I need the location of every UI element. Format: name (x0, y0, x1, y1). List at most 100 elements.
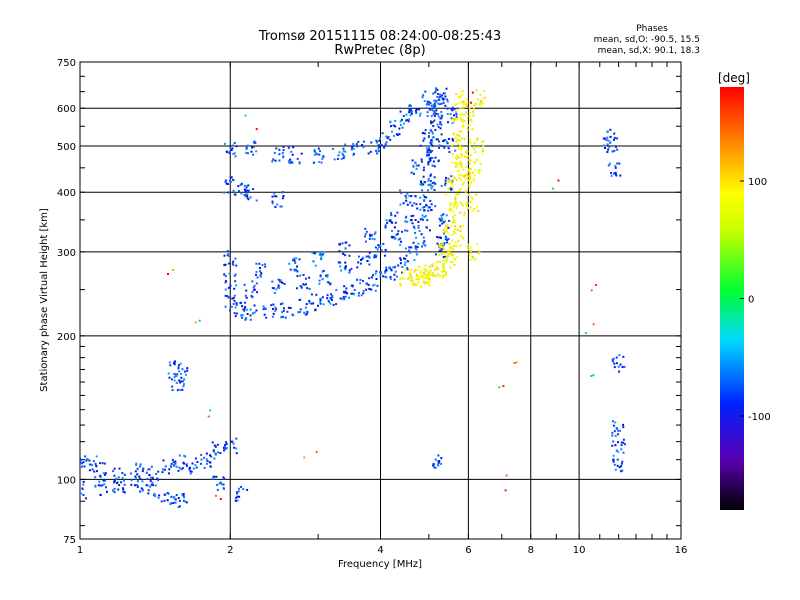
echo-point (317, 147, 320, 150)
echo-point (80, 458, 82, 461)
echo-point (139, 477, 142, 480)
echo-point (479, 94, 482, 96)
echo-point (463, 137, 466, 140)
echo-point (427, 184, 430, 187)
echo-point (305, 313, 308, 316)
echo-point (273, 192, 276, 195)
echo-point (278, 286, 281, 289)
echo-point (436, 123, 439, 126)
echo-point (199, 462, 202, 465)
echo-point (409, 114, 412, 117)
echo-point (412, 214, 415, 217)
echo-point (344, 265, 347, 268)
echo-point (385, 141, 388, 144)
echo-point (185, 501, 188, 504)
echo-point (605, 138, 608, 141)
echo-point (430, 104, 433, 107)
echo-point (394, 125, 397, 128)
echo-point (113, 474, 116, 477)
echo-point (447, 177, 450, 180)
echo-point (466, 246, 469, 249)
echo-point (445, 237, 448, 240)
echo-point (373, 232, 376, 235)
echo-point (415, 111, 418, 114)
echo-point (401, 271, 403, 274)
echo-point (117, 488, 120, 491)
echo-point (189, 470, 192, 473)
echo-point (299, 308, 302, 311)
echo-point (365, 282, 368, 285)
echo-point (399, 259, 402, 261)
echo-point (420, 233, 423, 236)
echo-point (365, 230, 368, 233)
echo-point (405, 254, 408, 257)
echo-point (427, 163, 430, 166)
echo-point (444, 184, 446, 187)
echo-point (442, 256, 445, 259)
echo-point (479, 99, 482, 102)
echo-point (473, 177, 476, 180)
echo-point (434, 253, 437, 256)
echo-point (409, 269, 412, 271)
echo-point (319, 150, 321, 152)
echo-point (450, 254, 453, 257)
echo-point (394, 120, 397, 122)
echo-point (462, 168, 465, 171)
echo-point (463, 214, 466, 217)
echo-point (374, 256, 377, 258)
echo-point (288, 161, 291, 164)
echo-point (422, 183, 425, 186)
echo-point (74, 460, 76, 462)
echo-point (436, 92, 439, 95)
echo-point (271, 202, 274, 205)
echo-point (227, 295, 230, 298)
echo-point (322, 303, 325, 306)
x-tick-label: 4 (377, 545, 383, 556)
echo-point (422, 276, 425, 279)
echo-point (398, 133, 401, 136)
echo-point (135, 463, 138, 466)
echo-point (377, 150, 380, 153)
echo-point (443, 218, 446, 221)
echo-point (273, 292, 276, 294)
echo-point (622, 441, 625, 444)
echo-point (176, 389, 179, 392)
echo-point (424, 277, 427, 280)
echo-point (113, 480, 116, 483)
echo-point (244, 318, 247, 321)
echo-point (440, 270, 443, 273)
echo-point (356, 145, 359, 148)
echo-point (380, 249, 383, 252)
echo-point (310, 293, 313, 296)
echo-point (613, 424, 615, 427)
echo-point (394, 265, 396, 268)
echo-point (469, 250, 472, 252)
echo-point (398, 127, 401, 130)
echo-point (308, 301, 311, 304)
echo-point (368, 263, 371, 266)
echo-point (163, 493, 166, 496)
echo-point (315, 451, 318, 454)
echo-point (404, 269, 407, 272)
echo-point (400, 240, 402, 243)
echo-point (314, 264, 317, 267)
echo-point (438, 249, 441, 252)
echo-point (234, 257, 237, 260)
echo-point (431, 263, 434, 266)
echo-point (455, 140, 457, 143)
echo-point (281, 152, 284, 155)
echo-point (157, 496, 160, 499)
echo-point (616, 162, 619, 165)
echo-point (226, 183, 229, 185)
echo-point (436, 95, 439, 98)
echo-point (287, 146, 290, 149)
echo-point (97, 484, 100, 487)
echo-point (229, 309, 231, 312)
echo-point (246, 152, 249, 155)
echo-point (246, 144, 249, 147)
echo-point (467, 193, 470, 196)
echo-point (619, 429, 622, 432)
echo-point (389, 120, 392, 123)
echo-point (426, 154, 429, 157)
echo-point (459, 145, 461, 148)
